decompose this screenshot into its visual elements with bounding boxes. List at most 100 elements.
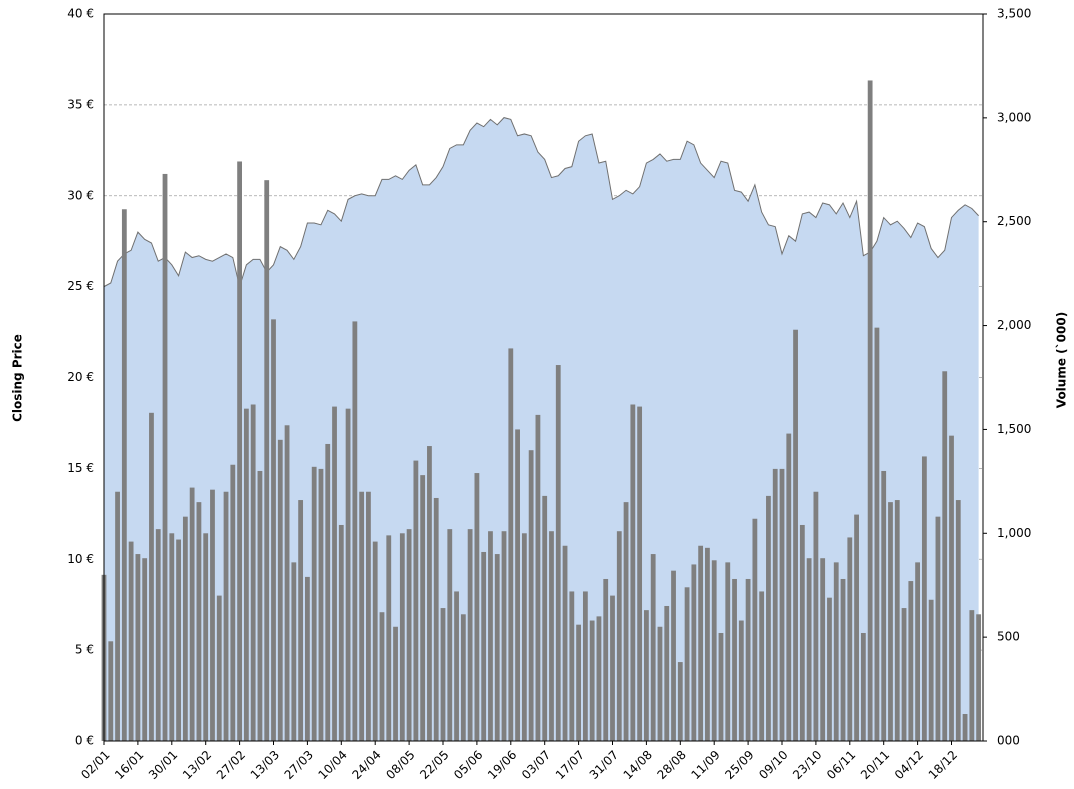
x-tick-label: 24/04 — [349, 748, 383, 782]
volume-bar — [759, 591, 765, 741]
x-tick-label: 09/10 — [756, 748, 790, 782]
volume-bar — [840, 578, 846, 741]
volume-bar — [603, 578, 609, 741]
volume-bar — [576, 624, 581, 741]
volume-bar — [684, 587, 690, 741]
volume-bar — [243, 408, 249, 741]
volume-bar — [250, 404, 256, 741]
volume-bar — [657, 626, 663, 741]
volume-bar — [433, 497, 439, 741]
volume-bar — [338, 524, 344, 741]
volume-bar — [386, 535, 392, 741]
x-tick-label: 16/01 — [112, 748, 146, 782]
volume-bar — [962, 713, 968, 741]
volume-bar — [271, 319, 276, 741]
volume-bar — [427, 446, 432, 741]
volume-bar — [623, 502, 629, 741]
volume-bar — [359, 491, 365, 741]
y-tick-label: 15 € — [67, 461, 94, 475]
volume-bar — [332, 406, 337, 741]
volume-bar — [786, 433, 792, 741]
volume-bar — [935, 516, 941, 741]
x-tick-label: 19/06 — [485, 748, 519, 782]
volume-bar — [894, 500, 900, 741]
y2-tick-label: 2,500 — [997, 214, 1031, 228]
volume-bar — [813, 491, 819, 741]
volume-bar — [440, 608, 446, 741]
volume-bar — [196, 502, 202, 741]
x-tick-label: 27/03 — [282, 748, 316, 782]
volume-bar — [799, 524, 805, 741]
volume-bar — [589, 620, 595, 741]
y-axis-label: Closing Price — [11, 334, 25, 422]
volume-bar — [854, 514, 859, 741]
price-line — [103, 117, 979, 289]
volume-bar — [142, 558, 148, 741]
volume-bar — [488, 531, 493, 741]
volume-bar — [569, 591, 575, 741]
x-tick-label: 04/12 — [892, 748, 926, 782]
volume-bar — [182, 516, 188, 741]
volume-bar — [115, 491, 120, 741]
volume-bar — [474, 473, 480, 741]
volume-bar — [549, 531, 554, 741]
x-tick-label: 20/11 — [858, 748, 892, 782]
volume-bar — [793, 329, 798, 741]
volume-bar — [732, 578, 737, 741]
y2-tick-label: 3,000 — [997, 110, 1031, 124]
volume-bar — [284, 425, 290, 741]
x-tick-label: 10/04 — [316, 748, 350, 782]
volume-bar — [542, 495, 548, 741]
volume-bar — [874, 327, 880, 741]
volume-bar — [745, 578, 751, 741]
volume-bar — [725, 562, 731, 741]
volume-bar — [664, 605, 670, 741]
volume-bar — [827, 597, 832, 741]
volume-bar — [718, 632, 724, 741]
volume-bar — [969, 610, 975, 741]
volume-bar — [121, 209, 127, 741]
volume-bar — [406, 529, 412, 741]
volume-bar — [671, 570, 676, 741]
volume-bar — [155, 529, 161, 741]
volume-bar — [128, 541, 134, 741]
volume-bar — [610, 595, 615, 741]
x-tick-label: 18/12 — [926, 748, 960, 782]
volume-bar — [372, 541, 378, 741]
volume-bar — [176, 539, 181, 741]
y-tick-label: 10 € — [67, 552, 94, 566]
volume-bar — [210, 489, 215, 741]
volume-bar — [901, 608, 907, 741]
volume-bar — [223, 491, 229, 741]
x-tick-label: 25/09 — [722, 748, 756, 782]
volume-bar — [820, 558, 826, 741]
y2-tick-label: 000 — [997, 734, 1020, 748]
volume-bar — [508, 348, 514, 741]
volume-bar — [366, 491, 371, 741]
volume-bar — [555, 365, 561, 741]
x-tick-label: 06/11 — [824, 748, 858, 782]
y-tick-label: 25 € — [67, 279, 94, 293]
x-tick-label: 03/07 — [519, 748, 553, 782]
volume-bar — [399, 533, 405, 741]
volume-bar — [277, 439, 283, 741]
volume-bar — [691, 564, 697, 741]
volume-bar — [949, 435, 954, 741]
volume-bar — [345, 408, 351, 741]
volume-bar — [135, 554, 141, 741]
volume-bar — [779, 468, 785, 741]
x-tick-label: 02/01 — [78, 748, 112, 782]
volume-bar — [460, 614, 466, 741]
x-tick-label: 17/07 — [553, 748, 587, 782]
x-tick-label: 30/01 — [146, 748, 180, 782]
volume-bar — [515, 429, 520, 741]
volume-bar — [637, 406, 643, 741]
volume-bar — [305, 576, 310, 741]
volume-bar — [677, 662, 683, 741]
y2-tick-label: 3,500 — [997, 7, 1031, 21]
volume-bar — [806, 558, 812, 741]
x-tick-label: 28/08 — [655, 748, 689, 782]
volume-bar — [528, 450, 534, 741]
volume-bar — [908, 581, 914, 741]
